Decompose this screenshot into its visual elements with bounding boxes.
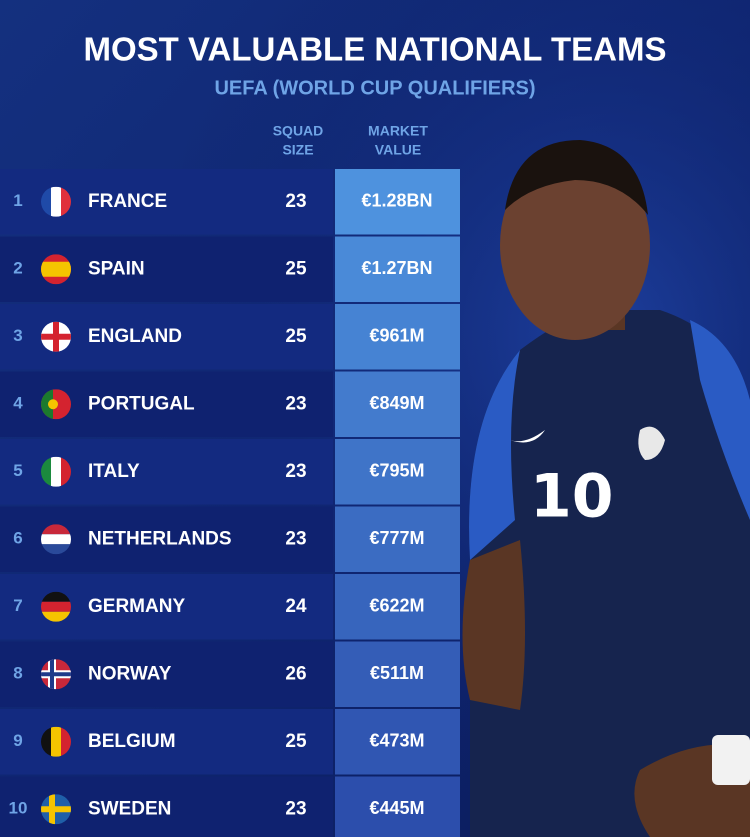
squad-size: 23 <box>285 393 306 414</box>
flag <box>41 794 71 825</box>
country: ITALY <box>88 461 140 482</box>
flags <box>41 186 71 825</box>
market-value: €961M <box>369 326 424 346</box>
column-header: SQUAD <box>273 123 324 139</box>
value-cell <box>335 709 460 775</box>
flag <box>41 726 71 757</box>
table-row: 10 SWEDEN 23 €445M <box>0 776 460 837</box>
player-photo: 10 <box>462 140 750 837</box>
country: NETHERLANDS <box>88 528 232 549</box>
country: PORTUGAL <box>88 393 195 414</box>
squad-size: 23 <box>285 461 306 482</box>
value-cell <box>335 574 460 640</box>
rank: 7 <box>13 596 22 615</box>
column-header: MARKET <box>368 123 428 139</box>
value-cell <box>335 304 460 370</box>
market-value: €473M <box>369 731 424 751</box>
market-value: €777M <box>369 528 424 548</box>
country: FRANCE <box>88 191 167 212</box>
squad-size: 26 <box>285 663 306 684</box>
squad-size: 23 <box>285 798 306 819</box>
table-row: 4 PORTUGAL 23 €849M <box>0 371 460 437</box>
flag <box>41 254 71 285</box>
flag <box>41 456 71 487</box>
value-cell <box>335 371 460 437</box>
rank: 10 <box>9 799 28 818</box>
country: NORWAY <box>88 663 172 684</box>
flag <box>41 524 71 555</box>
country: SWEDEN <box>88 798 171 819</box>
market-value: €1.28BN <box>361 191 432 211</box>
flag <box>41 186 71 217</box>
market-value: €849M <box>369 393 424 413</box>
rank: 8 <box>13 664 22 683</box>
flag <box>41 321 71 352</box>
flag <box>41 591 71 622</box>
country: SPAIN <box>88 258 145 279</box>
country: BELGIUM <box>88 731 176 752</box>
column-header: VALUE <box>375 142 421 158</box>
value-cell <box>335 439 460 505</box>
value-cell <box>335 506 460 572</box>
value-cell <box>335 236 460 302</box>
rank: 6 <box>13 529 22 548</box>
country: GERMANY <box>88 596 185 617</box>
squad-size: 23 <box>285 528 306 549</box>
market-value: €511M <box>370 663 424 683</box>
country: ENGLAND <box>88 326 182 347</box>
market-value: €795M <box>369 461 424 481</box>
value-cell <box>335 169 460 235</box>
svg-text:10: 10 <box>530 462 614 532</box>
flag <box>41 389 71 420</box>
rank: 3 <box>13 326 22 345</box>
squad-size: 23 <box>285 191 306 212</box>
subtitle: UEFA (WORLD CUP QUALIFIERS) <box>214 77 535 99</box>
rank: 1 <box>13 191 22 210</box>
flag <box>41 659 71 690</box>
market-value: €1.27BN <box>361 258 432 278</box>
rank: 4 <box>13 394 23 413</box>
squad-size: 25 <box>285 731 307 752</box>
rank: 5 <box>13 461 22 480</box>
table-row: 9 BELGIUM 25 €473M <box>0 709 460 775</box>
market-value: €622M <box>369 596 424 616</box>
squad-size: 25 <box>285 258 307 279</box>
squad-size: 25 <box>285 326 307 347</box>
title: MOST VALUABLE NATIONAL TEAMS <box>84 31 667 68</box>
rank: 2 <box>13 259 22 278</box>
column-header: SIZE <box>282 142 313 158</box>
squad-size: 24 <box>285 596 307 617</box>
value-cell <box>335 641 460 707</box>
value-cell <box>335 776 460 837</box>
market-value: €445M <box>369 798 424 818</box>
rank: 9 <box>13 731 22 750</box>
